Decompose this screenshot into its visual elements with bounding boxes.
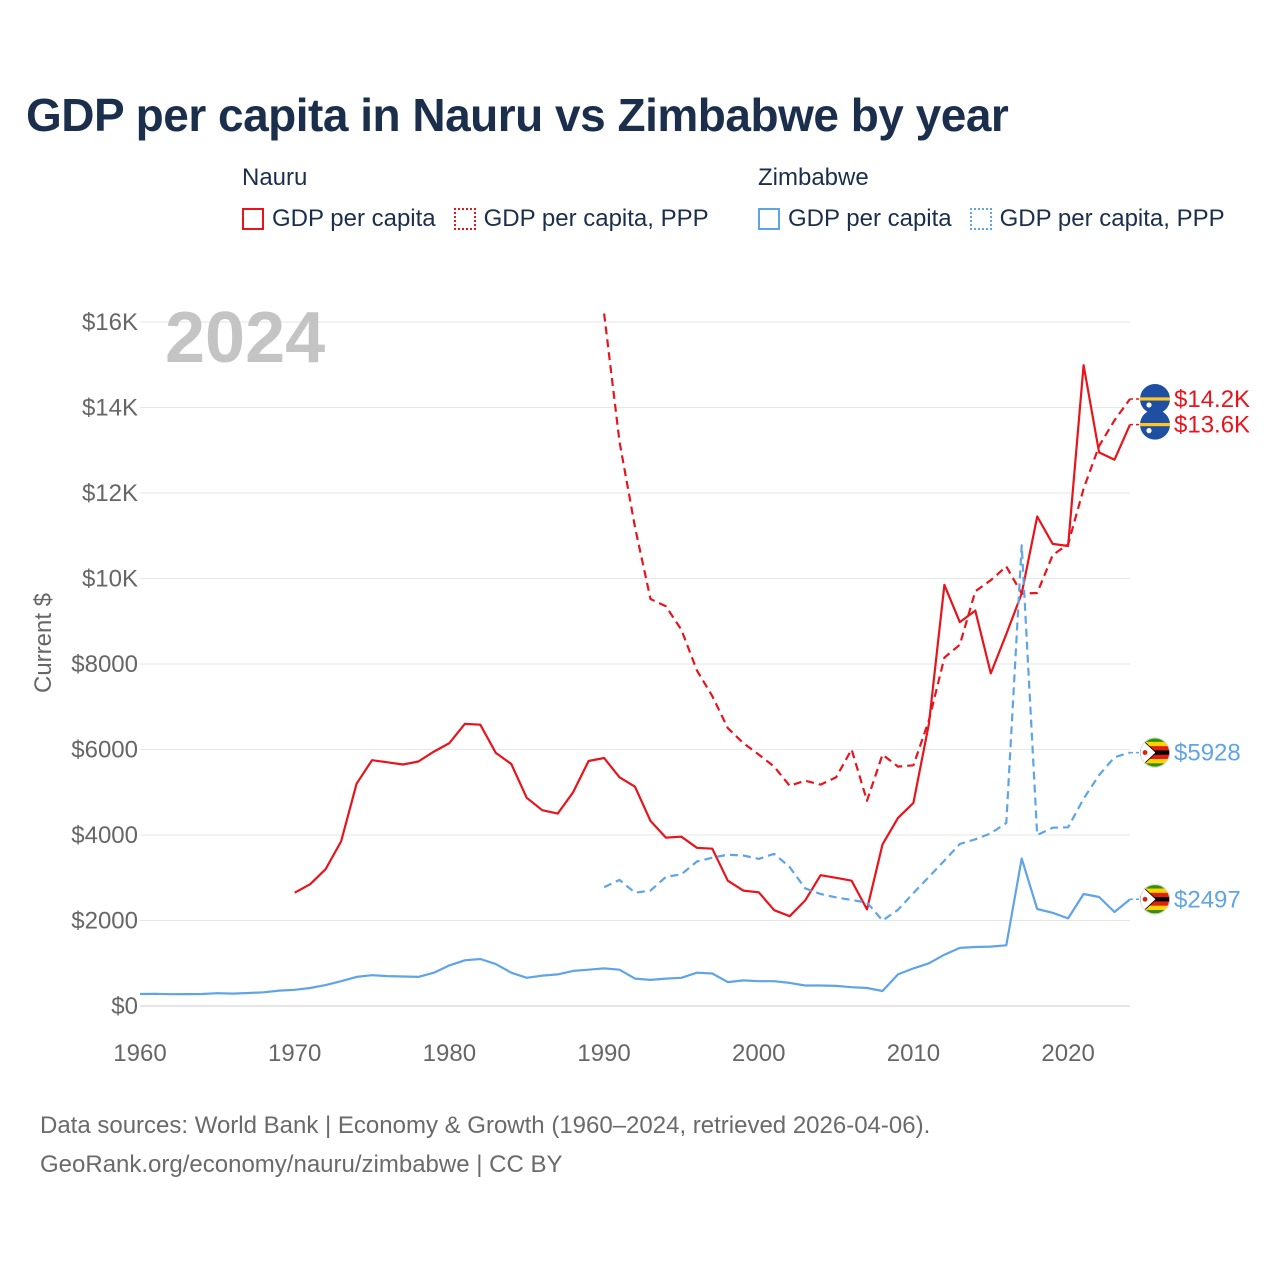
flag-stripe	[1140, 901, 1170, 906]
series-line	[603, 313, 1131, 802]
footer-sources: Data sources: World Bank | Economy & Gro…	[40, 1112, 931, 1139]
y-tick-label: $4000	[71, 822, 138, 849]
flag-star	[1146, 402, 1152, 408]
x-tick-label: 2020	[1041, 1040, 1094, 1067]
legend-swatch-dotted	[969, 208, 992, 230]
x-tick-label: 2000	[732, 1040, 785, 1067]
zimbabwe-flag-icon	[1140, 737, 1170, 768]
flag-stripe	[1140, 909, 1170, 915]
flag-star	[1142, 896, 1148, 902]
legend-swatch-dotted	[453, 208, 476, 230]
y-tick-label: $0	[111, 993, 138, 1020]
series-line	[294, 364, 1132, 918]
flag-stripe	[1140, 423, 1170, 427]
legend-nauru-gdp-ppp[interactable]: GDP per capita, PPP	[453, 204, 709, 234]
flag-rim	[1140, 884, 1170, 915]
footer-attribution: GeoRank.org/economy/nauru/zimbabwe | CC …	[40, 1151, 563, 1178]
y-tick-label: $8000	[71, 651, 138, 678]
flag-stripe	[1140, 754, 1170, 760]
end-value-label: $5928	[1174, 740, 1241, 767]
x-tick-label: 1990	[577, 1040, 630, 1067]
y-tick-label: $10K	[82, 566, 138, 593]
legend-swatch-solid	[758, 208, 780, 230]
flag-star	[1146, 428, 1152, 434]
flag-stripe	[1140, 397, 1170, 401]
flag-stripe	[1140, 737, 1170, 743]
chart-title: GDP per capita in Nauru vs Zimbabwe by y…	[26, 89, 1009, 141]
legend-label: GDP per capita	[788, 205, 952, 232]
series-line	[139, 857, 1131, 996]
legend-swatch-solid	[242, 208, 264, 230]
legend-label: GDP per capita, PPP	[999, 205, 1225, 232]
y-tick-label: $16K	[82, 309, 138, 336]
legend-nauru-gdp[interactable]: GDP per capita	[242, 204, 436, 234]
legend-zimbabwe-title: Zimbabwe	[758, 164, 869, 191]
series-line	[603, 544, 1131, 922]
x-tick-label: 1960	[113, 1040, 166, 1067]
x-tick-label: 1970	[268, 1040, 321, 1067]
flag-stripe	[1140, 741, 1170, 747]
flag-stripe	[1140, 759, 1170, 764]
nauru-flag-icon	[1140, 383, 1170, 414]
legend-nauru: Nauru GDP per capita GDP per capita, PPP	[242, 162, 709, 234]
legend-label: GDP per capita	[272, 205, 436, 232]
y-axis-label: Current $	[30, 593, 57, 693]
y-tick-label: $12K	[82, 480, 138, 507]
zimbabwe-flag-icon	[1140, 884, 1170, 915]
y-tick-label: $6000	[71, 737, 138, 764]
nauru-flag-icon	[1140, 409, 1170, 440]
y-tick-label: $14K	[82, 395, 138, 422]
legend-zimbabwe-gdp-ppp[interactable]: GDP per capita, PPP	[969, 204, 1225, 234]
end-value-label: $13.6K	[1174, 412, 1250, 439]
flag-stripe	[1140, 746, 1170, 751]
flag-rim	[1140, 737, 1170, 768]
flag-stripe	[1140, 763, 1170, 768]
flag-body	[1140, 737, 1170, 768]
x-tick-label: 1980	[423, 1040, 476, 1067]
end-value-label: $14.2K	[1174, 386, 1250, 413]
flag-stripe	[1140, 888, 1170, 894]
flag-stripe	[1140, 884, 1170, 889]
flag-body	[1140, 884, 1170, 915]
legend-label: GDP per capita, PPP	[483, 205, 709, 232]
flag-triangle	[1140, 737, 1157, 768]
end-value-label: $2497	[1174, 886, 1241, 913]
legend-zimbabwe: Zimbabwe GDP per capita GDP per capita, …	[758, 162, 1225, 234]
flag-stripe	[1140, 892, 1170, 898]
legend-nauru-title: Nauru	[242, 164, 308, 191]
flag-stripe	[1140, 905, 1170, 911]
y-tick-label: $2000	[71, 908, 138, 935]
x-tick-label: 2010	[887, 1040, 940, 1067]
footer: Data sources: World Bank | Economy & Gro…	[40, 1106, 930, 1184]
flag-triangle	[1140, 884, 1157, 915]
flag-star	[1142, 750, 1148, 755]
year-watermark: 2024	[165, 298, 325, 378]
legend-zimbabwe-gdp[interactable]: GDP per capita	[758, 204, 952, 234]
